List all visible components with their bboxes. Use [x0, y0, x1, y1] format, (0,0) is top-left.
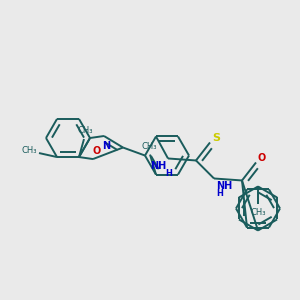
Text: CH₃: CH₃ [22, 146, 37, 154]
Text: H: H [166, 169, 172, 178]
Text: CH₃: CH₃ [77, 126, 93, 135]
Text: CH₃: CH₃ [250, 208, 266, 217]
Text: S: S [212, 134, 220, 143]
Text: N: N [102, 141, 110, 151]
Text: O: O [258, 154, 266, 164]
Text: CH₃: CH₃ [141, 142, 157, 151]
Text: O: O [93, 146, 101, 156]
Text: NH: NH [150, 161, 166, 172]
Text: H: H [217, 190, 224, 199]
Text: NH: NH [216, 182, 232, 191]
